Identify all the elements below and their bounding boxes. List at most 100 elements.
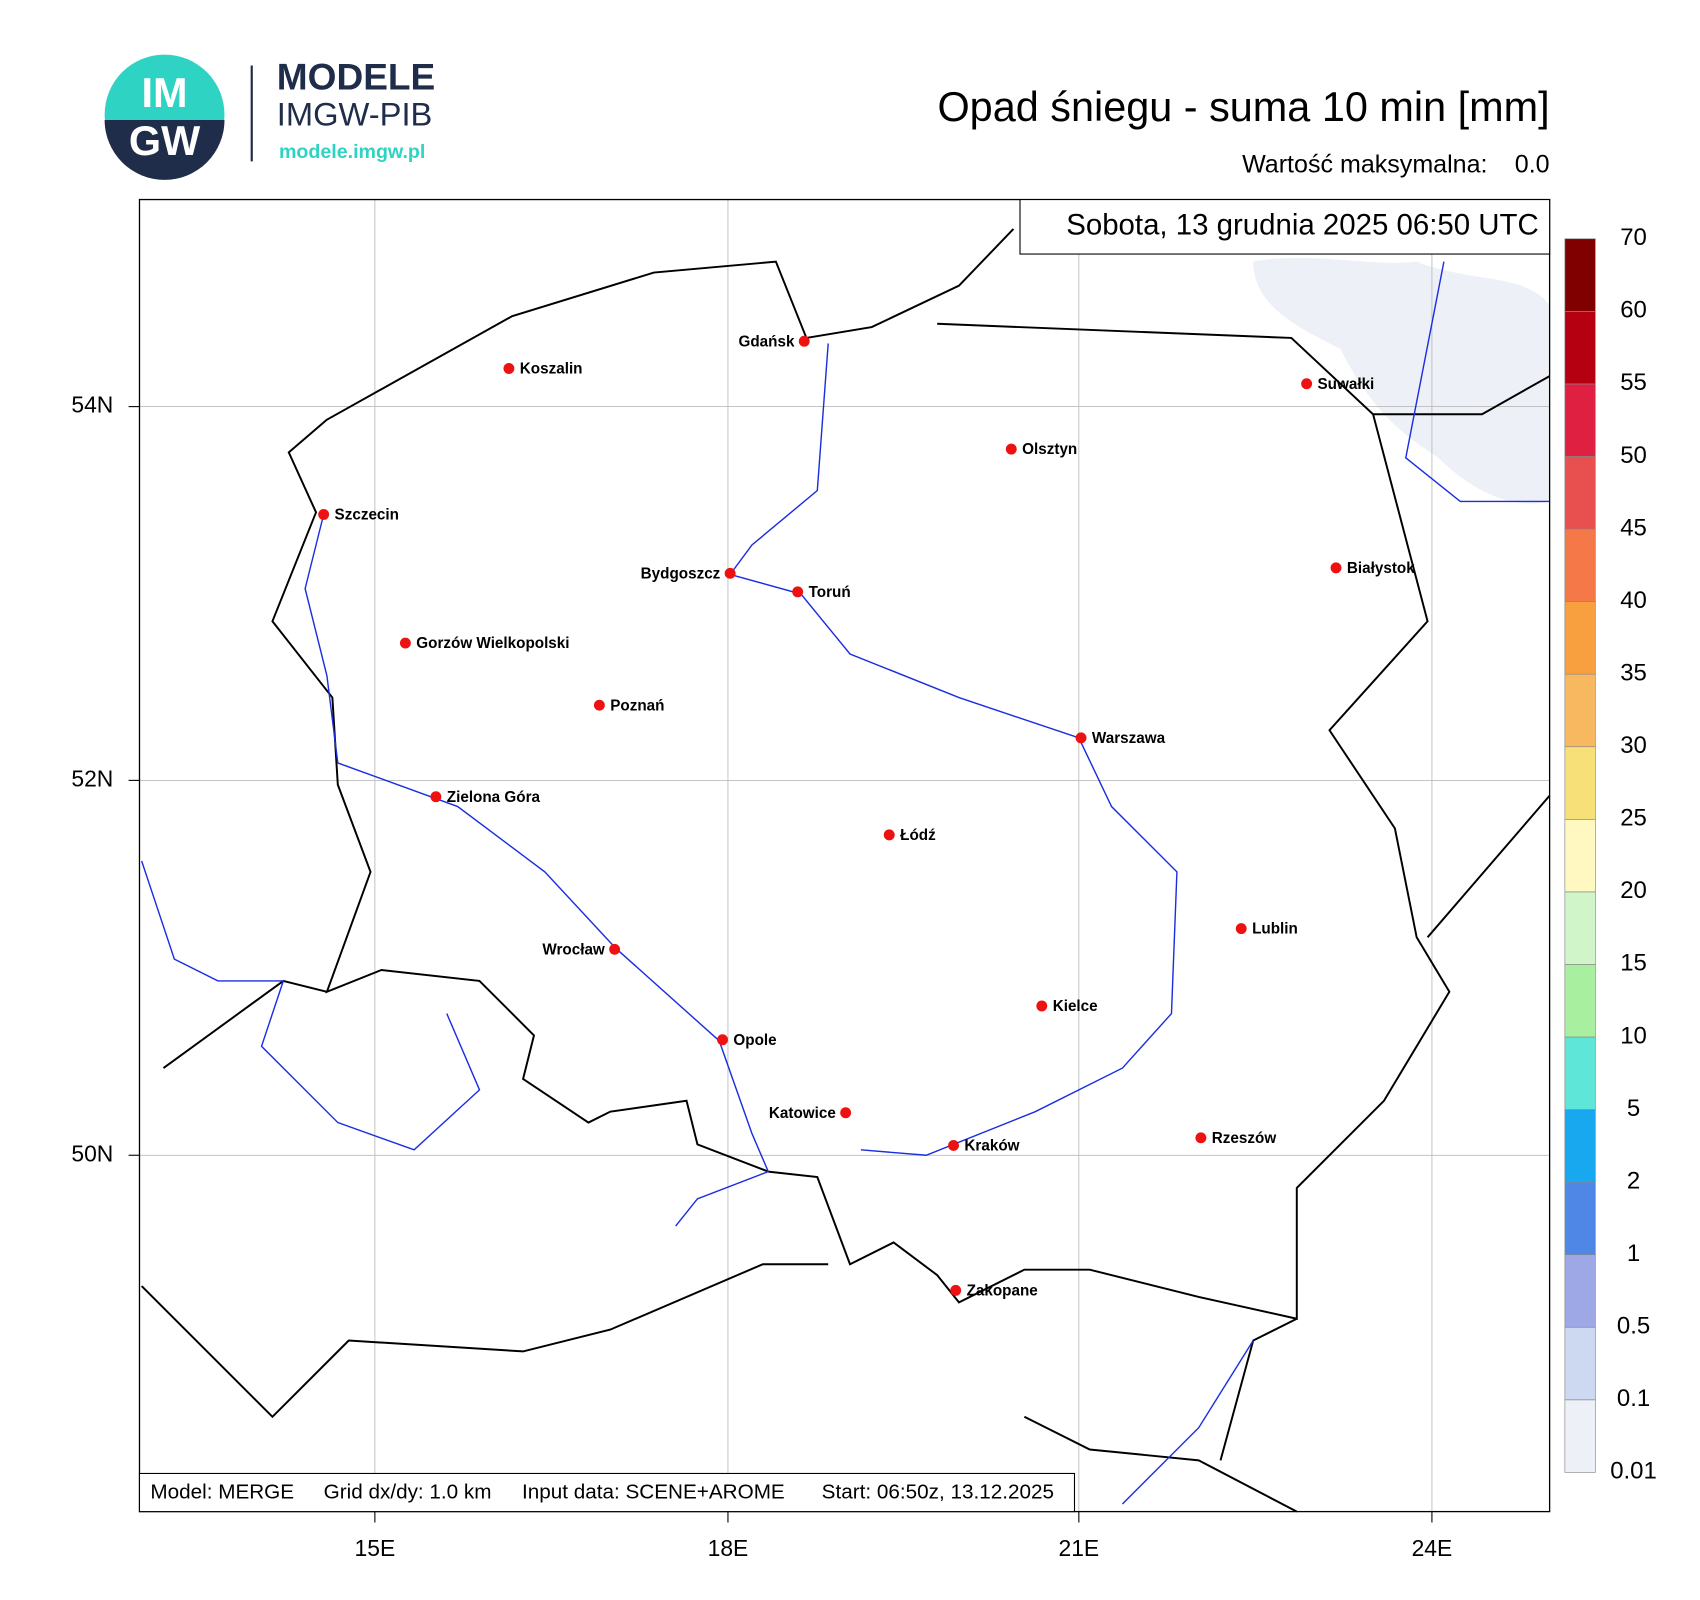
city-label: Łódź: [900, 827, 936, 844]
colorbar-label: 35: [1620, 659, 1647, 686]
colorbar-label: 50: [1620, 442, 1647, 469]
colorbar-label: 70: [1620, 224, 1647, 251]
city-dot: [430, 791, 442, 803]
colorbar-label: 1: [1627, 1240, 1640, 1267]
city-label: Koszalin: [520, 361, 583, 378]
city-label: Zielona Góra: [447, 789, 541, 806]
city-label: Katowice: [769, 1105, 836, 1122]
city-dot: [840, 1107, 852, 1119]
lon-label: 21E: [1058, 1535, 1099, 1561]
colorbar-box: [1564, 601, 1596, 675]
lon-label: 18E: [708, 1535, 749, 1561]
city-dot: [1235, 923, 1247, 935]
city-label: Gdańsk: [738, 333, 794, 350]
colorbar-box: [1564, 891, 1596, 965]
city-dot: [950, 1284, 962, 1296]
colorbar-box: [1564, 746, 1596, 820]
title: Opad śniegu - suma 10 min [mm]: [937, 84, 1549, 130]
logo-mark-top: IM: [142, 70, 188, 116]
lon-label: 15E: [355, 1535, 396, 1561]
datetime: Sobota, 13 grudnia 2025 06:50 UTC: [1066, 209, 1538, 242]
footer-item: Start: 06:50z, 13.12.2025: [822, 1481, 1054, 1504]
city-dot: [1075, 732, 1087, 744]
city-dot: [1301, 378, 1313, 390]
city-label: Bydgoszcz: [641, 565, 721, 582]
city-label: Toruń: [809, 584, 851, 601]
colorbar-label: 0.5: [1617, 1313, 1650, 1340]
colorbar-box: [1564, 383, 1596, 457]
city-dot: [948, 1140, 959, 1151]
city-dot: [1036, 1000, 1048, 1012]
colorbar-label: 60: [1620, 297, 1647, 324]
lat-label: 52N: [71, 765, 113, 791]
colorbar-label: 5: [1627, 1095, 1640, 1122]
colorbar-box: [1564, 1399, 1596, 1473]
city-dot: [1005, 443, 1017, 455]
logo-mark-bottom: GW: [129, 118, 201, 164]
lat-label: 50N: [71, 1140, 113, 1166]
colorbar-box: [1564, 964, 1596, 1038]
city-label: Gorzów Wielkopolski: [416, 635, 569, 652]
city-dot: [724, 567, 736, 579]
colorbar-label: 40: [1620, 587, 1647, 614]
colorbar-label: 0.01: [1610, 1458, 1657, 1485]
city-dot: [792, 586, 804, 598]
colorbar-label: 25: [1620, 805, 1647, 832]
city-label: Opole: [733, 1032, 776, 1049]
city-label: Białystok: [1347, 560, 1415, 577]
colorbar-box: [1564, 1326, 1596, 1401]
city-label: Rzeszów: [1212, 1130, 1277, 1147]
colorbar-label: 55: [1620, 369, 1647, 396]
logo-url: modele.imgw.pl: [279, 141, 425, 163]
colorbar-label: 10: [1620, 1022, 1647, 1049]
city-label: Lublin: [1252, 921, 1298, 938]
map-area: Koszalin Gdańsk Suwałki Olsztyn Szczecin Biał…: [138, 198, 1551, 1513]
city-dot: [503, 363, 515, 374]
colorbar-box: [1564, 1181, 1596, 1256]
footer-item: Input data: SCENE+AROME: [522, 1481, 785, 1504]
city-label: Olsztyn: [1022, 441, 1077, 458]
city-label: Kraków: [964, 1138, 1019, 1155]
max-label: Wartość maksymalna:: [1242, 150, 1487, 178]
city-dot: [1195, 1132, 1207, 1144]
city-dot: [1330, 562, 1342, 574]
colorbar-box: [1564, 456, 1596, 530]
city-dot: [717, 1034, 728, 1046]
city-label: Szczecin: [335, 507, 399, 524]
footer-item: Grid dx/dy: 1.0 km: [324, 1481, 492, 1504]
lon-label: 24E: [1412, 1535, 1453, 1561]
cities: Koszalin Gdańsk Suwałki Olsztyn Szczecin Biał…: [318, 333, 1415, 1300]
city-dot: [318, 509, 330, 520]
lat-label: 54N: [71, 392, 113, 418]
city-label: Zakopane: [967, 1283, 1038, 1300]
logo-name: MODELE: [277, 55, 435, 97]
colorbar-box: [1564, 1254, 1596, 1328]
colorbar-label: 0.1: [1617, 1385, 1650, 1412]
logo: IM GW MODELE IMGW-PIB modele.imgw.pl: [104, 54, 435, 180]
footer-item: Model: MERGE: [150, 1481, 294, 1504]
colorbar-box: [1564, 238, 1596, 312]
grid: [139, 199, 1550, 1512]
city-dot: [798, 335, 810, 347]
city-dot: [399, 637, 411, 649]
colorbar-box: [1564, 1109, 1596, 1183]
city-label: Poznań: [610, 697, 664, 714]
colorbar-box: [1564, 311, 1596, 385]
city-label: Kielce: [1053, 998, 1098, 1015]
colorbar-label: 2: [1627, 1167, 1640, 1194]
colorbar-label: 45: [1620, 514, 1647, 541]
city-label: Warszawa: [1092, 730, 1166, 747]
colorbar-box: [1564, 1036, 1596, 1110]
colorbar-label: 15: [1620, 950, 1647, 977]
city-dot: [883, 829, 895, 841]
logo-org: IMGW-PIB: [277, 95, 433, 132]
max-value: 0.0: [1515, 150, 1550, 178]
colorbar-box: [1564, 528, 1596, 602]
city-label: Suwałki: [1318, 376, 1375, 393]
colorbar-label: 20: [1620, 877, 1647, 904]
city-dot: [609, 943, 621, 955]
colorbar-box: [1564, 673, 1596, 748]
city-label: Wrocław: [542, 941, 605, 958]
